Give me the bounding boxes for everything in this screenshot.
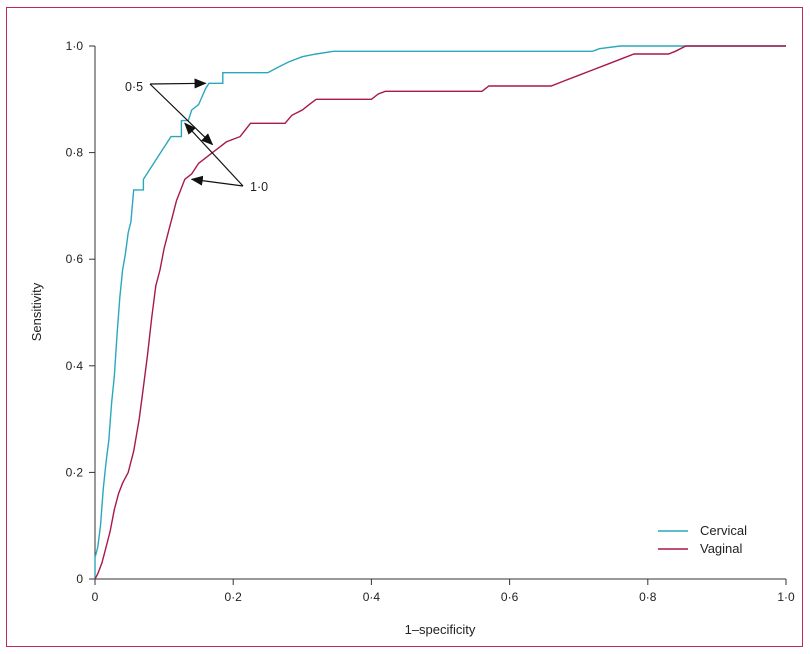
legend-label-vaginal: Vaginal: [700, 541, 743, 556]
x-axis-ticks: 0 0·2 0·4 0·6 0·8 1·0: [92, 579, 795, 604]
x-tick-label: 1·0: [777, 590, 795, 604]
annotation-label-0-5: 0·5: [125, 80, 143, 94]
y-tick-label: 0·2: [66, 465, 84, 479]
series-line-cervical: [94, 45, 786, 579]
legend-label-cervical: Cervical: [700, 523, 747, 538]
y-tick-label: 0·4: [66, 359, 84, 373]
y-tick-label: 0·6: [66, 252, 84, 266]
series-layer: [94, 45, 786, 580]
y-tick-label: 0·8: [66, 146, 84, 160]
x-tick-label: 0: [92, 590, 99, 604]
x-tick-label: 0·2: [225, 590, 243, 604]
series-line-vaginal: [94, 45, 786, 580]
annotation-arrow: [184, 122, 244, 187]
annotation-arrow: [190, 175, 244, 187]
x-tick-label: 0·8: [639, 590, 657, 604]
x-tick-label: 0·6: [501, 590, 519, 604]
legend: Cervical Vaginal: [658, 523, 747, 556]
figure-frame: [6, 7, 803, 647]
y-tick-label: 0: [76, 572, 83, 586]
x-tick-label: 0·4: [363, 590, 381, 604]
y-tick-label: 1·0: [66, 39, 84, 53]
x-axis-title: 1–specificity: [405, 622, 476, 637]
annotation-label-1-0: 1·0: [250, 180, 268, 194]
y-axis-title: Sensitivity: [29, 282, 44, 341]
annotation-arrow: [149, 78, 207, 89]
annotation-layer: 0·5 1·0: [125, 78, 268, 194]
annotation-arrow: [149, 83, 214, 146]
y-axis-ticks: 0 0·2 0·4 0·6 0·8 1·0: [66, 39, 95, 586]
